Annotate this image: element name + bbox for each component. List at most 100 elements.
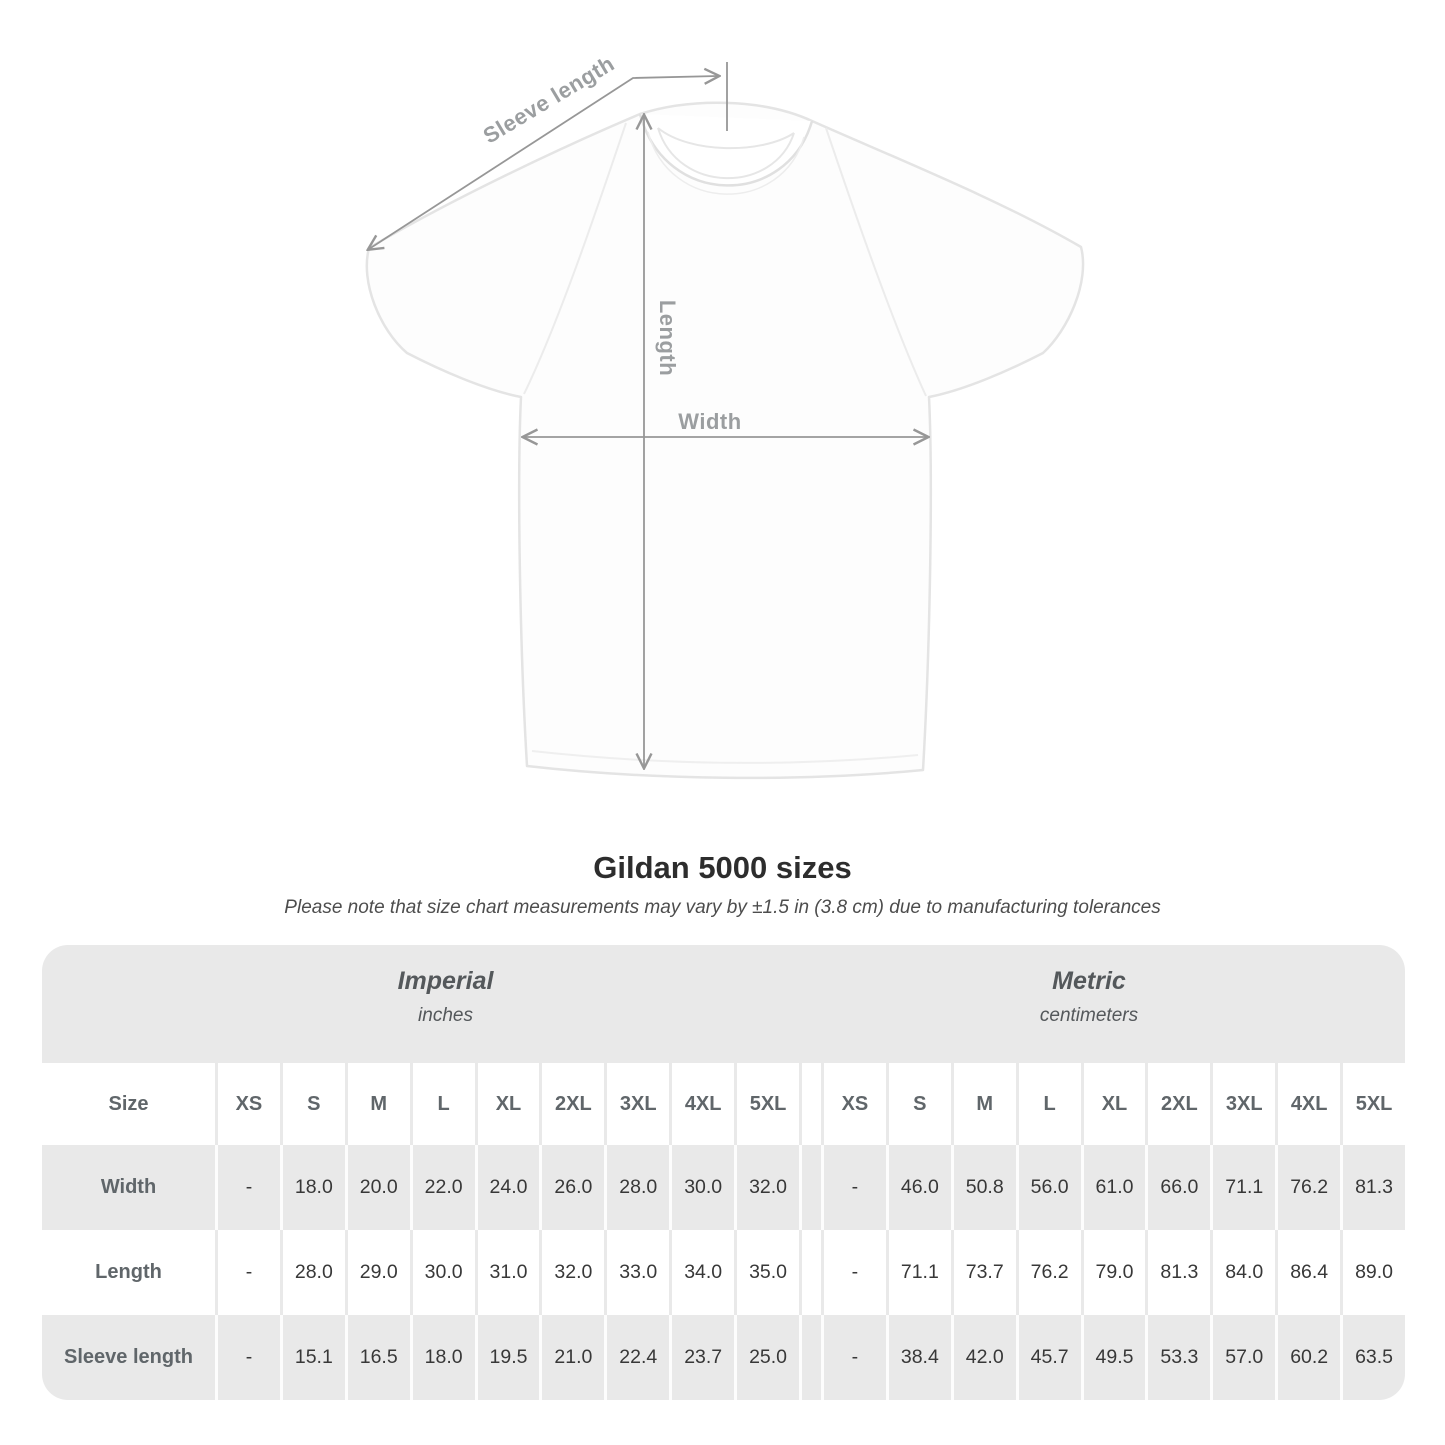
table-cell: 42.0 bbox=[950, 1315, 1016, 1400]
table-cell: 50.8 bbox=[950, 1145, 1016, 1230]
table-cell: 46.0 bbox=[885, 1145, 951, 1230]
table-cell: 73.7 bbox=[950, 1230, 1016, 1315]
table-cell: 24.0 bbox=[474, 1145, 540, 1230]
table-cell: 30.0 bbox=[669, 1145, 734, 1230]
table-cell: - bbox=[215, 1230, 280, 1315]
col-header-metric-xl: XL bbox=[1080, 1063, 1146, 1145]
table-cell: 25.0 bbox=[734, 1315, 799, 1400]
length-label: Length bbox=[655, 299, 680, 377]
table-cell: 16.5 bbox=[344, 1315, 410, 1400]
sleeve-length-arrow bbox=[369, 76, 718, 249]
col-header-metric-xs: XS bbox=[820, 1063, 886, 1145]
table-cell: - bbox=[215, 1315, 280, 1400]
tshirt-shape bbox=[365, 101, 1085, 780]
section-gap bbox=[798, 1145, 821, 1230]
width-label: Width bbox=[678, 409, 742, 434]
table-cell: 89.0 bbox=[1340, 1230, 1405, 1315]
col-header-imperial-s: S bbox=[279, 1063, 345, 1145]
table-cell: 18.0 bbox=[279, 1145, 345, 1230]
table-cell: - bbox=[820, 1230, 886, 1315]
table-row-length: Length - 28.0 29.0 30.0 31.0 32.0 33.0 3… bbox=[42, 1230, 1405, 1315]
table-cell: 34.0 bbox=[669, 1230, 734, 1315]
table-cell: 79.0 bbox=[1080, 1230, 1146, 1315]
col-header-imperial-m: M bbox=[344, 1063, 410, 1145]
table-cell: 53.3 bbox=[1145, 1315, 1210, 1400]
col-header-metric-s: S bbox=[885, 1063, 951, 1145]
table-cell: 84.0 bbox=[1210, 1230, 1275, 1315]
table-cell: 28.0 bbox=[279, 1230, 345, 1315]
table-cell: 28.0 bbox=[604, 1145, 669, 1230]
section-gap bbox=[798, 1063, 821, 1145]
table-cell: 71.1 bbox=[885, 1230, 951, 1315]
table-cell: 22.0 bbox=[409, 1145, 475, 1230]
table-cell: 22.4 bbox=[604, 1315, 669, 1400]
table-cell: 45.7 bbox=[1015, 1315, 1081, 1400]
section-gap bbox=[798, 1315, 821, 1400]
table-cell: 18.0 bbox=[409, 1315, 475, 1400]
table-cell: 33.0 bbox=[604, 1230, 669, 1315]
row-label: Sleeve length bbox=[64, 1346, 193, 1368]
table-cell: 60.2 bbox=[1275, 1315, 1340, 1400]
table-cell: 19.5 bbox=[474, 1315, 540, 1400]
table-cell: 56.0 bbox=[1015, 1145, 1081, 1230]
table-row-width: Width - 18.0 20.0 22.0 24.0 26.0 28.0 30… bbox=[42, 1145, 1405, 1230]
table-cell: 66.0 bbox=[1145, 1145, 1210, 1230]
page-title: Gildan 5000 sizes bbox=[593, 850, 852, 885]
tshirt-measurement-diagram: Sleeve length Length Width bbox=[0, 51, 1085, 780]
table-cell: 63.5 bbox=[1340, 1315, 1405, 1400]
table-cell: - bbox=[215, 1145, 280, 1230]
table-cell: 76.2 bbox=[1015, 1230, 1081, 1315]
table-cell: 76.2 bbox=[1275, 1145, 1340, 1230]
metric-unit: centimeters bbox=[1039, 1005, 1139, 1026]
table-cell: 15.1 bbox=[279, 1315, 345, 1400]
imperial-title: Imperial bbox=[397, 967, 494, 995]
tshirt-illustration bbox=[0, 62, 1085, 780]
table-cell: - bbox=[820, 1315, 886, 1400]
table-cell: 32.0 bbox=[734, 1145, 799, 1230]
measurement-arrows bbox=[369, 62, 927, 767]
table-cell: 32.0 bbox=[539, 1230, 604, 1315]
metric-section-header: Metric centimeters bbox=[797, 945, 1381, 1063]
imperial-section-header: Imperial inches bbox=[56, 945, 835, 1063]
tolerance-note: Please note that size chart measurements… bbox=[284, 897, 1161, 918]
table-cell: 61.0 bbox=[1080, 1145, 1146, 1230]
table-cell: 20.0 bbox=[344, 1145, 410, 1230]
col-header-metric-m: M bbox=[950, 1063, 1016, 1145]
imperial-unit: inches bbox=[418, 1005, 473, 1026]
table-cell: 21.0 bbox=[539, 1315, 604, 1400]
table-row-sleeve-length: Sleeve length - 15.1 16.5 18.0 19.5 21.0… bbox=[42, 1315, 1405, 1400]
table-cell: 26.0 bbox=[539, 1145, 604, 1230]
col-header-metric-2xl: 2XL bbox=[1145, 1063, 1210, 1145]
table-cell: 81.3 bbox=[1145, 1230, 1210, 1315]
section-gap bbox=[798, 1230, 821, 1315]
row-label: Length bbox=[95, 1261, 162, 1283]
col-header-imperial-2xl: 2XL bbox=[539, 1063, 604, 1145]
table-cell: 23.7 bbox=[669, 1315, 734, 1400]
col-header-metric-3xl: 3XL bbox=[1210, 1063, 1275, 1145]
size-header-row: Size XS S M L XL 2XL 3XL 4XL 5XL XS S M … bbox=[42, 1063, 1405, 1145]
size-header: Size bbox=[108, 1092, 149, 1115]
col-header-imperial-l: L bbox=[409, 1063, 475, 1145]
col-header-imperial-3xl: 3XL bbox=[604, 1063, 669, 1145]
col-header-metric-4xl: 4XL bbox=[1275, 1063, 1340, 1145]
col-header-imperial-5xl: 5XL bbox=[734, 1063, 799, 1145]
table-cell: 81.3 bbox=[1340, 1145, 1405, 1230]
table-cell: 35.0 bbox=[734, 1230, 799, 1315]
table-cell: 57.0 bbox=[1210, 1315, 1275, 1400]
table-cell: 86.4 bbox=[1275, 1230, 1340, 1315]
size-table: Imperial inches Metric centimeters Size … bbox=[42, 945, 1405, 1400]
col-header-imperial-xl: XL bbox=[474, 1063, 540, 1145]
row-label: Width bbox=[100, 1176, 157, 1198]
table-cell: - bbox=[820, 1145, 886, 1230]
metric-title: Metric bbox=[1052, 967, 1126, 995]
table-cell: 71.1 bbox=[1210, 1145, 1275, 1230]
col-header-imperial-xs: XS bbox=[215, 1063, 280, 1145]
col-header-imperial-4xl: 4XL bbox=[669, 1063, 734, 1145]
unit-header-band: Imperial inches Metric centimeters bbox=[42, 945, 1405, 1063]
col-header-metric-l: L bbox=[1015, 1063, 1081, 1145]
table-cell: 31.0 bbox=[474, 1230, 540, 1315]
table-cell: 38.4 bbox=[885, 1315, 951, 1400]
table-cell: 29.0 bbox=[344, 1230, 410, 1315]
table-cell: 49.5 bbox=[1080, 1315, 1146, 1400]
table-cell: 30.0 bbox=[409, 1230, 475, 1315]
